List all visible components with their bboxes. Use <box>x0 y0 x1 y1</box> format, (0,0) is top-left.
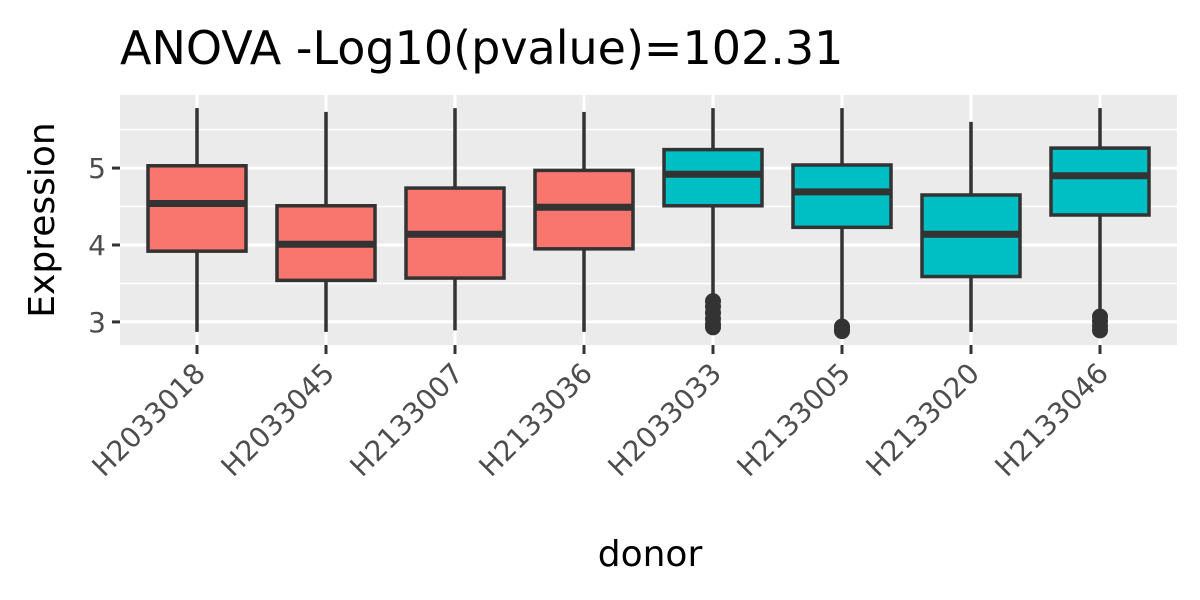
x-tick-label: H2133046 <box>989 357 1115 483</box>
y-tick-label: 5 <box>88 152 106 185</box>
x-axis-title: donor <box>598 534 703 575</box>
box-H2133007 <box>404 108 506 331</box>
boxes-layer <box>146 108 1151 340</box>
x-tick-label: H2133020 <box>860 357 986 483</box>
box-H2133036 <box>533 111 635 332</box>
box-H2133046 <box>1049 108 1151 339</box>
chart-title: ANOVA -Log10(pvalue)=102.31 <box>120 21 843 75</box>
x-tick-label: H2033045 <box>215 357 341 483</box>
x-tick-label: H2133007 <box>344 357 470 483</box>
box-iqr <box>146 164 248 253</box>
y-axis: 3 4 5 <box>88 152 120 339</box>
y-tick-label: 4 <box>88 229 106 262</box>
x-tick-label: H2033018 <box>86 357 212 483</box>
box-H2133020 <box>920 121 1022 332</box>
box-H2033045 <box>275 111 377 332</box>
box-H2033018 <box>146 108 248 332</box>
box-iqr <box>1049 146 1151 217</box>
y-axis-title: Expression <box>22 122 63 317</box>
x-axis: H2033018 H2033045 H2133007 H2133036 H2033033… <box>86 345 1115 483</box>
x-tick-label: H2133005 <box>731 357 857 483</box>
box-H2033033 <box>662 108 764 336</box>
outlier-point <box>1092 322 1108 339</box>
x-tick-label: H2033033 <box>602 357 728 483</box>
box-iqr <box>791 163 893 230</box>
outlier-point <box>834 323 850 340</box>
outlier-point <box>705 319 721 336</box>
box-H2133005 <box>791 108 893 340</box>
y-tick-label: 3 <box>88 306 106 339</box>
x-tick-label: H2133036 <box>473 357 599 483</box>
